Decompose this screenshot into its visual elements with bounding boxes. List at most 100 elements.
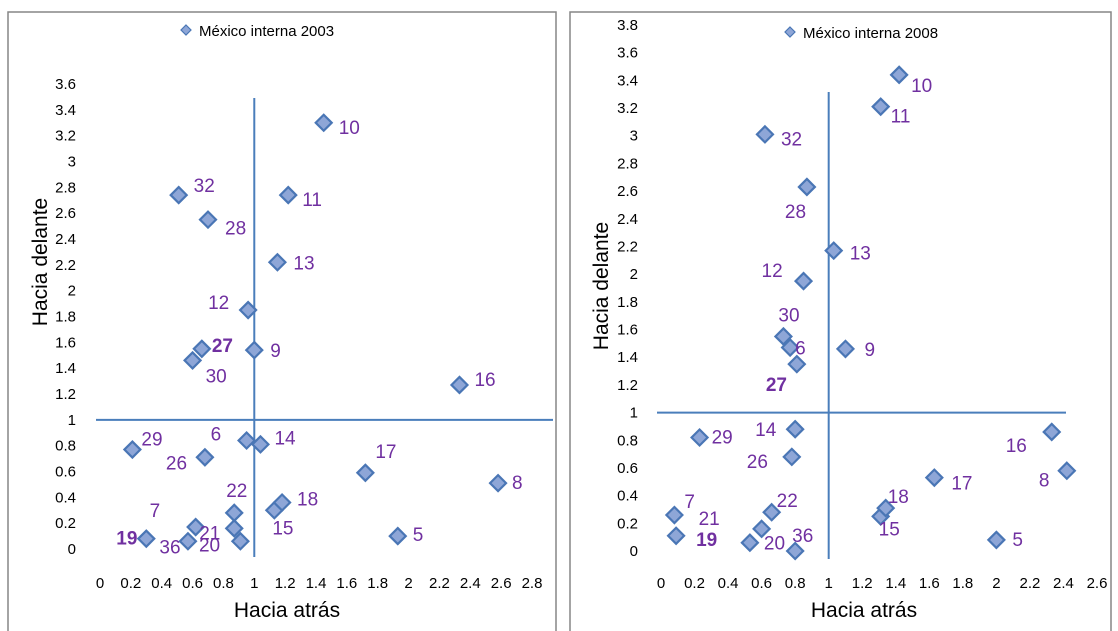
data-point-label: 30: [206, 366, 227, 387]
data-point-marker: [690, 427, 710, 448]
data-point-label: 22: [777, 491, 798, 512]
x-tick-label: 2.2: [429, 575, 450, 592]
chart-panel-2: 0 0.2 0.4 0.6 0.8 1 1.2 1.4 1.6 1.8 2 2.2 2.4 2.6 0 0.2…: [569, 11, 1112, 631]
data-point-label: 11: [891, 107, 911, 128]
data-point-label: 13: [293, 253, 314, 274]
data-point-label: 16: [474, 370, 495, 391]
data-point-marker: [835, 339, 856, 359]
data-point-label: 5: [1012, 530, 1023, 551]
data-point-marker: [740, 533, 760, 553]
data-point-label: 17: [375, 442, 396, 463]
y-tick-label: 1: [630, 405, 638, 422]
data-point-label: 36: [792, 526, 813, 547]
x-tick-label: 2.2: [1019, 575, 1040, 592]
y-tick-label: 2.8: [617, 155, 638, 172]
data-point-marker: [388, 526, 408, 546]
data-point-label: 14: [274, 428, 296, 449]
data-point-marker: [238, 300, 258, 320]
y-tick-label: 2.6: [617, 183, 638, 200]
y-tick-label: 3.6: [55, 76, 76, 93]
legend-marker-icon: [784, 26, 796, 38]
x-tick-label: 0.2: [684, 575, 705, 592]
data-point-label: 28: [225, 219, 246, 240]
data-point-marker: [664, 505, 684, 525]
data-point-marker: [195, 447, 215, 467]
data-point-marker: [224, 503, 244, 523]
data-point-label: 14: [755, 420, 777, 441]
y-tick-label: 1.2: [617, 377, 638, 394]
data-point-label: 21: [699, 509, 720, 530]
data-point-label: 30: [778, 305, 799, 326]
data-point-label: 29: [141, 430, 162, 451]
x-tick-label: 0.6: [751, 575, 772, 592]
y-tick-label: 0.6: [55, 464, 76, 481]
data-point-marker: [666, 526, 686, 546]
y-tick-label: 0.4: [55, 489, 76, 506]
y-tick-label: 3.2: [55, 128, 76, 145]
y-tick-label: 3.4: [617, 72, 638, 89]
x-tick-label: 1.8: [367, 575, 388, 592]
y-tick-label: 3.6: [617, 45, 638, 62]
data-point-marker: [824, 241, 844, 261]
y-tick-label: 0: [630, 543, 638, 560]
data-point-label: 7: [150, 501, 161, 522]
x-tick-label: 1.4: [885, 575, 906, 592]
data-point-marker: [787, 354, 807, 374]
data-point-label: 36: [159, 537, 180, 558]
x-tick-label: 2.4: [1053, 575, 1074, 592]
data-point-marker: [314, 113, 334, 133]
data-point-marker: [355, 463, 375, 483]
y-tick-label: 1.2: [55, 386, 76, 403]
data-point-marker: [924, 468, 944, 488]
data-point-marker: [183, 350, 203, 370]
data-point-label: 32: [781, 129, 802, 150]
x-tick-label: 2.8: [522, 575, 543, 592]
data-point-marker: [780, 337, 800, 358]
data-point-marker: [986, 530, 1006, 550]
data-point-marker: [876, 498, 896, 518]
data-point-label: 29: [712, 427, 733, 448]
y-tick-label: 2: [68, 283, 76, 300]
data-point-marker: [785, 419, 805, 439]
data-point-marker: [762, 502, 782, 522]
data-point-marker: [272, 492, 292, 513]
data-point-label: 28: [785, 202, 806, 223]
data-point-label: 21: [199, 523, 220, 544]
data-point-label: 16: [1006, 436, 1027, 457]
data-point-marker: [192, 339, 212, 359]
y-tick-label: 0.2: [617, 515, 638, 532]
data-point-marker: [1042, 422, 1062, 442]
data-point-marker: [785, 541, 805, 561]
data-point-marker: [178, 531, 198, 551]
data-point-marker: [793, 271, 814, 291]
y-tick-label: 1.8: [617, 294, 638, 311]
y-tick-label: 2.4: [55, 231, 76, 248]
y-tick-label: 0.4: [617, 488, 638, 505]
y-tick-label: 3: [68, 154, 76, 171]
x-tick-label: 2.4: [460, 575, 481, 592]
x-tick-label: 1.6: [336, 575, 357, 592]
y-tick-label: 3.2: [617, 100, 638, 117]
data-point-marker: [773, 326, 793, 347]
x-tick-label: 0.4: [151, 575, 172, 592]
data-point-label: 27: [212, 336, 233, 357]
data-point-marker: [122, 439, 142, 460]
data-point-label: 18: [888, 487, 909, 508]
data-point-label: 11: [302, 190, 322, 211]
x-axis-title: Hacia atrás: [234, 599, 340, 622]
data-point-marker: [198, 210, 218, 230]
data-point-marker: [237, 430, 257, 451]
data-point-marker: [278, 185, 298, 205]
data-point-label: 15: [879, 519, 900, 540]
x-tick-label: 1: [250, 575, 258, 592]
data-point-marker: [136, 529, 156, 549]
x-tick-label: 0: [96, 575, 104, 592]
data-point-marker: [224, 518, 244, 538]
data-point-label: 7: [684, 492, 695, 513]
data-point-marker: [230, 531, 250, 551]
y-tick-label: 2.2: [55, 257, 76, 274]
data-point-marker: [244, 340, 264, 360]
data-point-label: 12: [762, 261, 783, 282]
y-tick-label: 1.6: [617, 322, 638, 339]
